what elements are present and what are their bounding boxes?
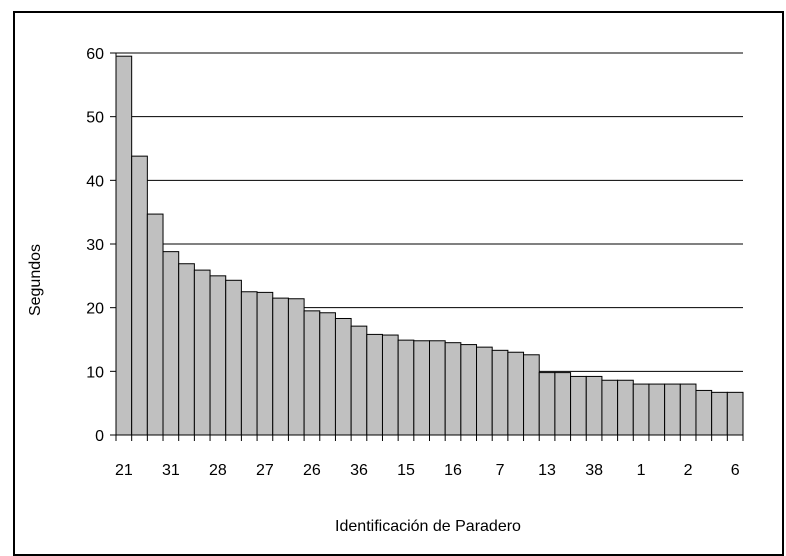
- x-tick-label: 6: [731, 462, 740, 479]
- bar: [695, 389, 713, 436]
- bar: [115, 55, 133, 436]
- x-tick-label: 2: [684, 462, 693, 479]
- bar: [397, 339, 415, 436]
- bar: [523, 354, 540, 436]
- x-tick-label: 13: [538, 462, 556, 479]
- bar: [193, 269, 211, 436]
- bar: [570, 375, 587, 436]
- bar: [507, 351, 525, 436]
- bar: [131, 155, 148, 436]
- bar: [366, 333, 383, 436]
- x-axis-title: Identificación de Paradero: [335, 518, 521, 535]
- bar: [146, 213, 164, 436]
- bar: [272, 297, 289, 436]
- y-tick-label: 60: [86, 46, 104, 63]
- bar: [726, 391, 744, 436]
- bar: [460, 344, 478, 436]
- x-tick-label: 16: [444, 462, 462, 479]
- bar: [617, 379, 634, 436]
- bar: [303, 310, 321, 436]
- axes: [110, 52, 744, 441]
- x-tick-label: 1: [637, 462, 646, 479]
- y-tick-label: 0: [95, 428, 104, 445]
- bar: [444, 342, 462, 436]
- x-tick-label: 28: [209, 462, 227, 479]
- bar: [491, 349, 509, 436]
- y-tick-label: 50: [86, 110, 104, 127]
- bar: [679, 383, 697, 436]
- x-tick-label: 27: [256, 462, 274, 479]
- bar: [554, 372, 572, 436]
- bar: [664, 383, 681, 436]
- x-tick-label: 38: [585, 462, 603, 479]
- bar: [209, 275, 227, 436]
- bar: [162, 251, 180, 436]
- bar: [334, 317, 352, 436]
- x-tick-label: 21: [115, 462, 133, 479]
- bar: [381, 334, 399, 436]
- bar: [429, 340, 446, 436]
- x-tick-label: 31: [162, 462, 180, 479]
- bars: [115, 55, 744, 436]
- bar: [287, 298, 305, 436]
- bar: [601, 379, 619, 436]
- bar: [350, 325, 368, 436]
- y-tick-label: 40: [86, 173, 104, 190]
- bar: [240, 291, 258, 436]
- bar: [413, 340, 431, 436]
- x-tick-label: 36: [350, 462, 368, 479]
- x-tick-label: 7: [496, 462, 505, 479]
- x-tick-label: 15: [397, 462, 415, 479]
- bar: [648, 383, 666, 436]
- bar: [178, 263, 195, 436]
- bar: [711, 391, 728, 436]
- y-tick-label: 30: [86, 237, 104, 254]
- y-tick-label: 10: [86, 364, 104, 381]
- bar: [538, 372, 556, 436]
- x-tick-label: 26: [303, 462, 321, 479]
- y-tick-label: 20: [86, 301, 104, 318]
- bar: [319, 312, 336, 436]
- bar: [225, 279, 242, 436]
- y-axis-title: Segundos: [27, 244, 44, 316]
- bar: [632, 383, 650, 436]
- bar: [476, 346, 493, 436]
- bar: [585, 375, 603, 436]
- bar: [256, 291, 274, 436]
